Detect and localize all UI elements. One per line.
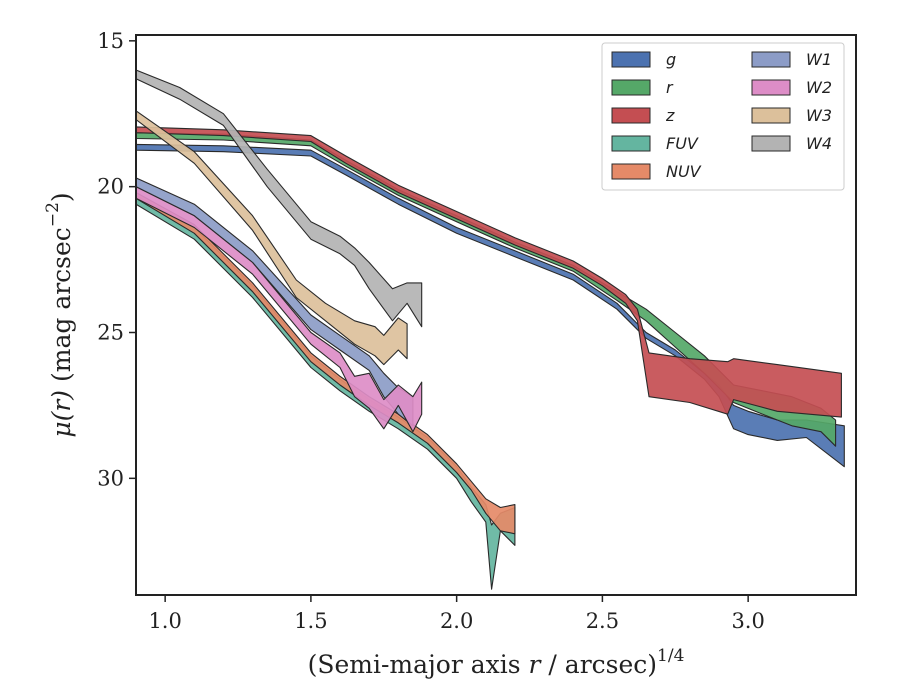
y-tick-label: 20 — [97, 175, 124, 199]
legend-label-z: z — [665, 106, 675, 125]
legend-swatch-nuv — [611, 163, 651, 180]
legend-swatch-g — [611, 51, 651, 68]
legend-swatch-w3 — [751, 107, 791, 124]
legend-label-g: g — [666, 50, 676, 69]
y-axis: 15 20 25 30 — [97, 29, 136, 490]
legend-swatch-z — [611, 107, 651, 124]
x-tick-label: 2.5 — [586, 609, 619, 633]
y-tick-label: 30 — [97, 466, 124, 490]
y-tick-label: 15 — [97, 29, 124, 53]
band-z — [136, 126, 842, 418]
x-tick-label: 3.0 — [731, 609, 764, 633]
y-tick-label: 25 — [97, 321, 124, 345]
x-tick-label: 1.5 — [294, 609, 327, 633]
band-w3 — [136, 110, 408, 366]
x-axis: 1.0 1.5 2.0 2.5 3.0 — [148, 595, 765, 633]
plot-frame — [135, 34, 857, 596]
legend: grz FUV NUV W1 W2 W3 W4 — [601, 42, 845, 191]
x-axis-title: (Semi-major axis r / arcsec)1/4 — [308, 646, 685, 679]
legend-label-w4: W4 — [806, 134, 832, 153]
band-w2 — [136, 186, 423, 433]
legend-swatch-fuv — [611, 135, 651, 152]
legend-swatch-w1 — [751, 51, 791, 68]
legend-swatch-w4 — [751, 135, 791, 152]
band-w4 — [136, 69, 423, 328]
y-axis-title: μ(r) (mag arcsec−2) — [43, 192, 76, 437]
band-fuv — [136, 194, 516, 590]
legend-label-w1: W1 — [806, 50, 832, 69]
legend-label-fuv: FUV — [666, 134, 699, 153]
x-tick-label: 2.0 — [440, 609, 473, 633]
legend-swatch-r — [611, 79, 651, 96]
legend-label-r: r — [666, 78, 674, 97]
legend-label-nuv: NUV — [666, 162, 702, 181]
band-g — [136, 143, 845, 468]
profile-bands — [136, 69, 845, 590]
legend-label-w3: W3 — [806, 106, 832, 125]
x-tick-label: 1.0 — [148, 609, 181, 633]
legend-label-w2: W2 — [806, 78, 832, 97]
legend-swatch-w2 — [751, 79, 791, 96]
